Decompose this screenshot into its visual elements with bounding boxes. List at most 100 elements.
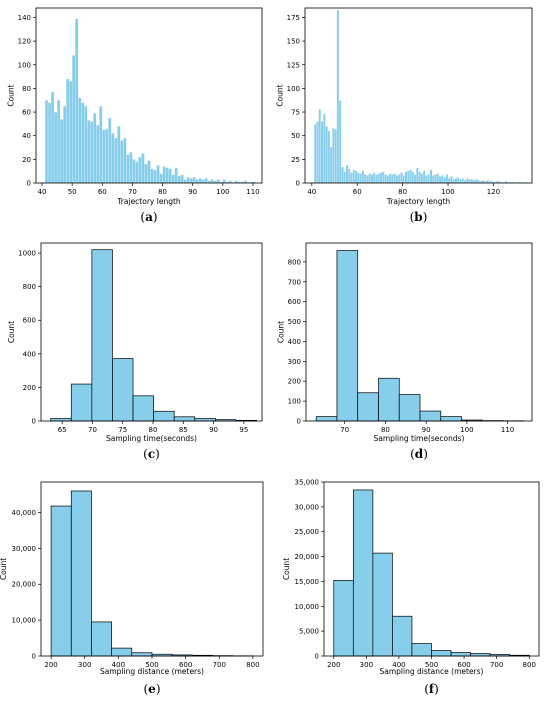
x-axis-label: Sampling time(seconds) xyxy=(106,434,197,443)
bar xyxy=(201,179,205,184)
bar xyxy=(192,176,196,184)
bar xyxy=(440,416,462,422)
x-tick-label: 95 xyxy=(239,426,248,434)
x-tick-label: 70 xyxy=(340,426,349,434)
bar xyxy=(363,174,367,184)
bar xyxy=(486,180,489,184)
y-tick-label: 700 xyxy=(288,278,301,286)
bar xyxy=(454,178,458,184)
x-tick-label: 120 xyxy=(487,188,500,196)
bar xyxy=(153,410,175,422)
y-axis-label: Count xyxy=(0,558,8,580)
y-tick-label: 15,000 xyxy=(295,578,320,586)
bar xyxy=(343,171,346,184)
x-tick-label: 60 xyxy=(353,188,362,196)
y-axis-label: Count xyxy=(282,558,291,580)
bar xyxy=(135,161,139,184)
y-tick-label: 60 xyxy=(22,109,31,117)
y-tick-label: 120 xyxy=(18,38,31,46)
bar xyxy=(359,173,362,184)
bar xyxy=(397,174,401,184)
bar xyxy=(459,179,462,184)
x-axis-label: Sampling time(seconds) xyxy=(374,434,465,443)
bar xyxy=(198,178,202,184)
bar xyxy=(393,173,396,184)
y-tick-label: 800 xyxy=(288,258,301,266)
bar xyxy=(445,174,449,184)
y-tick-label: 30,000 xyxy=(12,545,37,553)
bar xyxy=(150,168,154,184)
bar xyxy=(470,179,474,184)
bar xyxy=(112,358,134,422)
bar xyxy=(168,168,172,184)
x-tick-label: 500 xyxy=(425,661,438,669)
bar xyxy=(341,166,344,184)
plot-frame xyxy=(305,242,533,422)
bar xyxy=(375,174,378,184)
y-tick-label: 150 xyxy=(287,38,300,46)
x-tick-label: 110 xyxy=(246,188,259,196)
y-tick-label: 0 xyxy=(296,180,300,188)
bar xyxy=(418,171,421,184)
bar xyxy=(357,172,360,184)
bar xyxy=(400,172,403,184)
y-tick-label: 20,000 xyxy=(295,553,320,561)
bar xyxy=(177,175,181,184)
bar xyxy=(159,173,163,184)
y-tick-label: 100 xyxy=(287,85,300,93)
bars xyxy=(50,490,254,657)
y-axis-label: Count xyxy=(6,84,15,106)
bar xyxy=(59,119,64,184)
y-tick-label: 0 xyxy=(27,180,31,188)
bar xyxy=(69,81,73,184)
y-tick-label: 0 xyxy=(315,653,319,661)
bar xyxy=(56,100,61,184)
y-tick-label: 40 xyxy=(22,132,31,140)
bar xyxy=(50,505,72,657)
bar xyxy=(91,249,113,422)
bar xyxy=(409,169,412,184)
bar xyxy=(47,102,52,184)
bar xyxy=(153,169,157,184)
x-tick-label: 200 xyxy=(44,661,57,669)
bar xyxy=(111,133,115,184)
x-tick-label: 100 xyxy=(216,188,229,196)
bar xyxy=(481,180,485,184)
bar xyxy=(427,174,430,184)
y-tick-label: 200 xyxy=(288,378,301,386)
y-tick-label: 25 xyxy=(291,156,300,164)
x-tick-label: 400 xyxy=(112,661,125,669)
y-tick-label: 100 xyxy=(18,61,31,69)
x-tick-label: 80 xyxy=(381,426,390,434)
bar xyxy=(132,395,154,422)
bar xyxy=(461,178,465,184)
bar xyxy=(384,174,387,184)
bar xyxy=(325,126,328,184)
x-tick-label: 40 xyxy=(307,188,316,196)
bar xyxy=(468,179,471,184)
bar xyxy=(372,172,376,184)
y-axis-label: Count xyxy=(275,84,284,106)
x-tick-label: 70 xyxy=(88,426,97,434)
plot-frame xyxy=(40,242,263,422)
bar xyxy=(131,652,153,657)
bar xyxy=(204,178,208,184)
bar xyxy=(392,615,413,657)
x-axis-label: Trajectory length xyxy=(386,197,451,206)
bar xyxy=(338,100,342,184)
bar xyxy=(105,128,109,184)
bar xyxy=(443,177,446,184)
x-tick-label: 600 xyxy=(179,661,192,669)
bar xyxy=(398,394,421,422)
bar xyxy=(348,168,351,184)
bar xyxy=(93,113,97,184)
chart-c: 65 70 75 80 85 90 95 0 200 400 600 800 1000 Sampling … xyxy=(7,242,263,461)
y-tick-label: 400 xyxy=(288,338,301,346)
bar xyxy=(81,102,85,184)
x-tick-label: 700 xyxy=(213,661,226,669)
x-tick-label: 80 xyxy=(149,426,158,434)
chart-a: 40 50 60 70 80 90 100 110 0 20 40 60 80 100 120 140 Traj… xyxy=(6,7,263,224)
bar xyxy=(372,552,393,657)
bar xyxy=(90,121,94,184)
